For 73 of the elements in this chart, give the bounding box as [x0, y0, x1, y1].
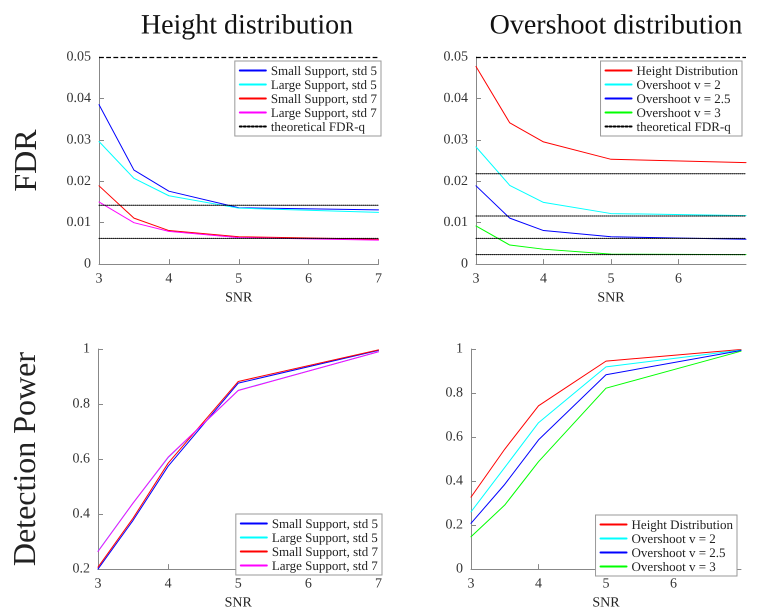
y-tick-label: 0.6	[72, 452, 90, 467]
x-tick-label: 4	[164, 576, 172, 592]
y-tick-label: 0.2	[446, 518, 463, 533]
x-tick-label: 4	[165, 272, 172, 287]
y-tick-label: 0.03	[66, 132, 91, 148]
y-tick-label: 0.6	[446, 430, 463, 445]
legend-label: Height Distribution	[636, 63, 738, 78]
y-tick-label: 0.4	[446, 474, 463, 489]
x-tick-label: 4	[535, 576, 542, 592]
line-series	[98, 140, 379, 213]
x-tick-label: 5	[608, 272, 614, 287]
x-tick-label: 6	[304, 576, 312, 592]
legend-label: Small Support, std 7	[270, 91, 378, 106]
legend-label: Overshoot v = 3	[632, 559, 716, 574]
y-tick-label: 0.04	[66, 90, 91, 106]
x-axis-title: SNR	[225, 290, 254, 306]
legend-label: Overshoot v = 2.5	[636, 91, 731, 106]
legend-label: Overshoot v = 2	[636, 77, 721, 92]
x-tick-label: 5	[234, 576, 242, 592]
y-tick-label: 0	[456, 562, 463, 577]
x-tick-label: 5	[602, 576, 610, 592]
legend-label: Large Support, std 5	[270, 77, 377, 92]
legend-label: Overshoot v = 2	[632, 531, 716, 546]
y-tick-label: 0.8	[446, 386, 463, 401]
legend-label: Overshoot v = 3	[636, 105, 721, 120]
x-tick-label: 3	[96, 272, 102, 287]
y-tick-label: 1	[456, 342, 463, 356]
y-tick-label: 0.8	[72, 396, 90, 412]
x-axis-title: SNR	[597, 290, 626, 306]
legend-label: Small Support, std 7	[272, 544, 378, 559]
legend-label: Overshoot v = 2.5	[632, 545, 726, 560]
y-tick-label: 0.04	[444, 90, 468, 106]
x-tick-label: 5	[235, 272, 242, 287]
line-series	[476, 146, 746, 216]
legend-label: Large Support, std 7	[272, 558, 378, 573]
line-series	[476, 185, 746, 240]
x-axis-title: SNR	[224, 596, 253, 610]
x-axis-title: SNR	[592, 596, 620, 610]
y-tick-label: 0.05	[444, 50, 468, 64]
y-tick-label: 1	[83, 342, 90, 356]
x-tick-label: 3	[94, 576, 102, 592]
legend-label: Small Support, std 5	[270, 63, 378, 78]
legend-label: Small Support, std 5	[272, 516, 378, 531]
x-tick-label: 7	[375, 576, 382, 592]
x-tick-label: 3	[472, 272, 480, 287]
chart-title: Overshoot distribution	[490, 10, 742, 40]
y-tick-label: 0.01	[66, 215, 91, 230]
x-tick-label: 3	[468, 576, 474, 592]
x-tick-label: 6	[675, 272, 682, 287]
y-axis-title: Detection Power	[6, 352, 42, 566]
line-series	[476, 66, 746, 164]
y-tick-label: 0	[461, 256, 468, 272]
line-series	[98, 201, 379, 241]
y-tick-label: 0.2	[72, 562, 90, 577]
legend-label: Height Distribution	[632, 517, 734, 532]
legend-label: Large Support, std 7	[270, 105, 378, 120]
y-tick-label: 0.05	[66, 50, 91, 64]
x-tick-label: 7	[375, 272, 382, 287]
y-tick-label: 0.02	[66, 174, 91, 189]
y-tick-label: 0.4	[72, 506, 90, 522]
x-tick-label: 6	[305, 272, 312, 287]
y-tick-label: 0.01	[444, 215, 468, 230]
x-tick-label: 4	[540, 272, 547, 287]
legend-label: theoretical FDR-q	[636, 119, 732, 134]
legend-label: theoretical FDR-q	[270, 119, 366, 134]
legend-label: Large Support, std 5	[272, 530, 378, 545]
y-tick-label: 0.02	[444, 174, 468, 189]
y-axis-title: FDR	[7, 128, 43, 192]
y-tick-label: 0.03	[444, 132, 468, 148]
line-series	[98, 104, 379, 210]
y-tick-label: 0	[84, 256, 91, 272]
x-tick-label: 6	[670, 576, 677, 592]
chart-title: Height distribution	[140, 10, 354, 40]
